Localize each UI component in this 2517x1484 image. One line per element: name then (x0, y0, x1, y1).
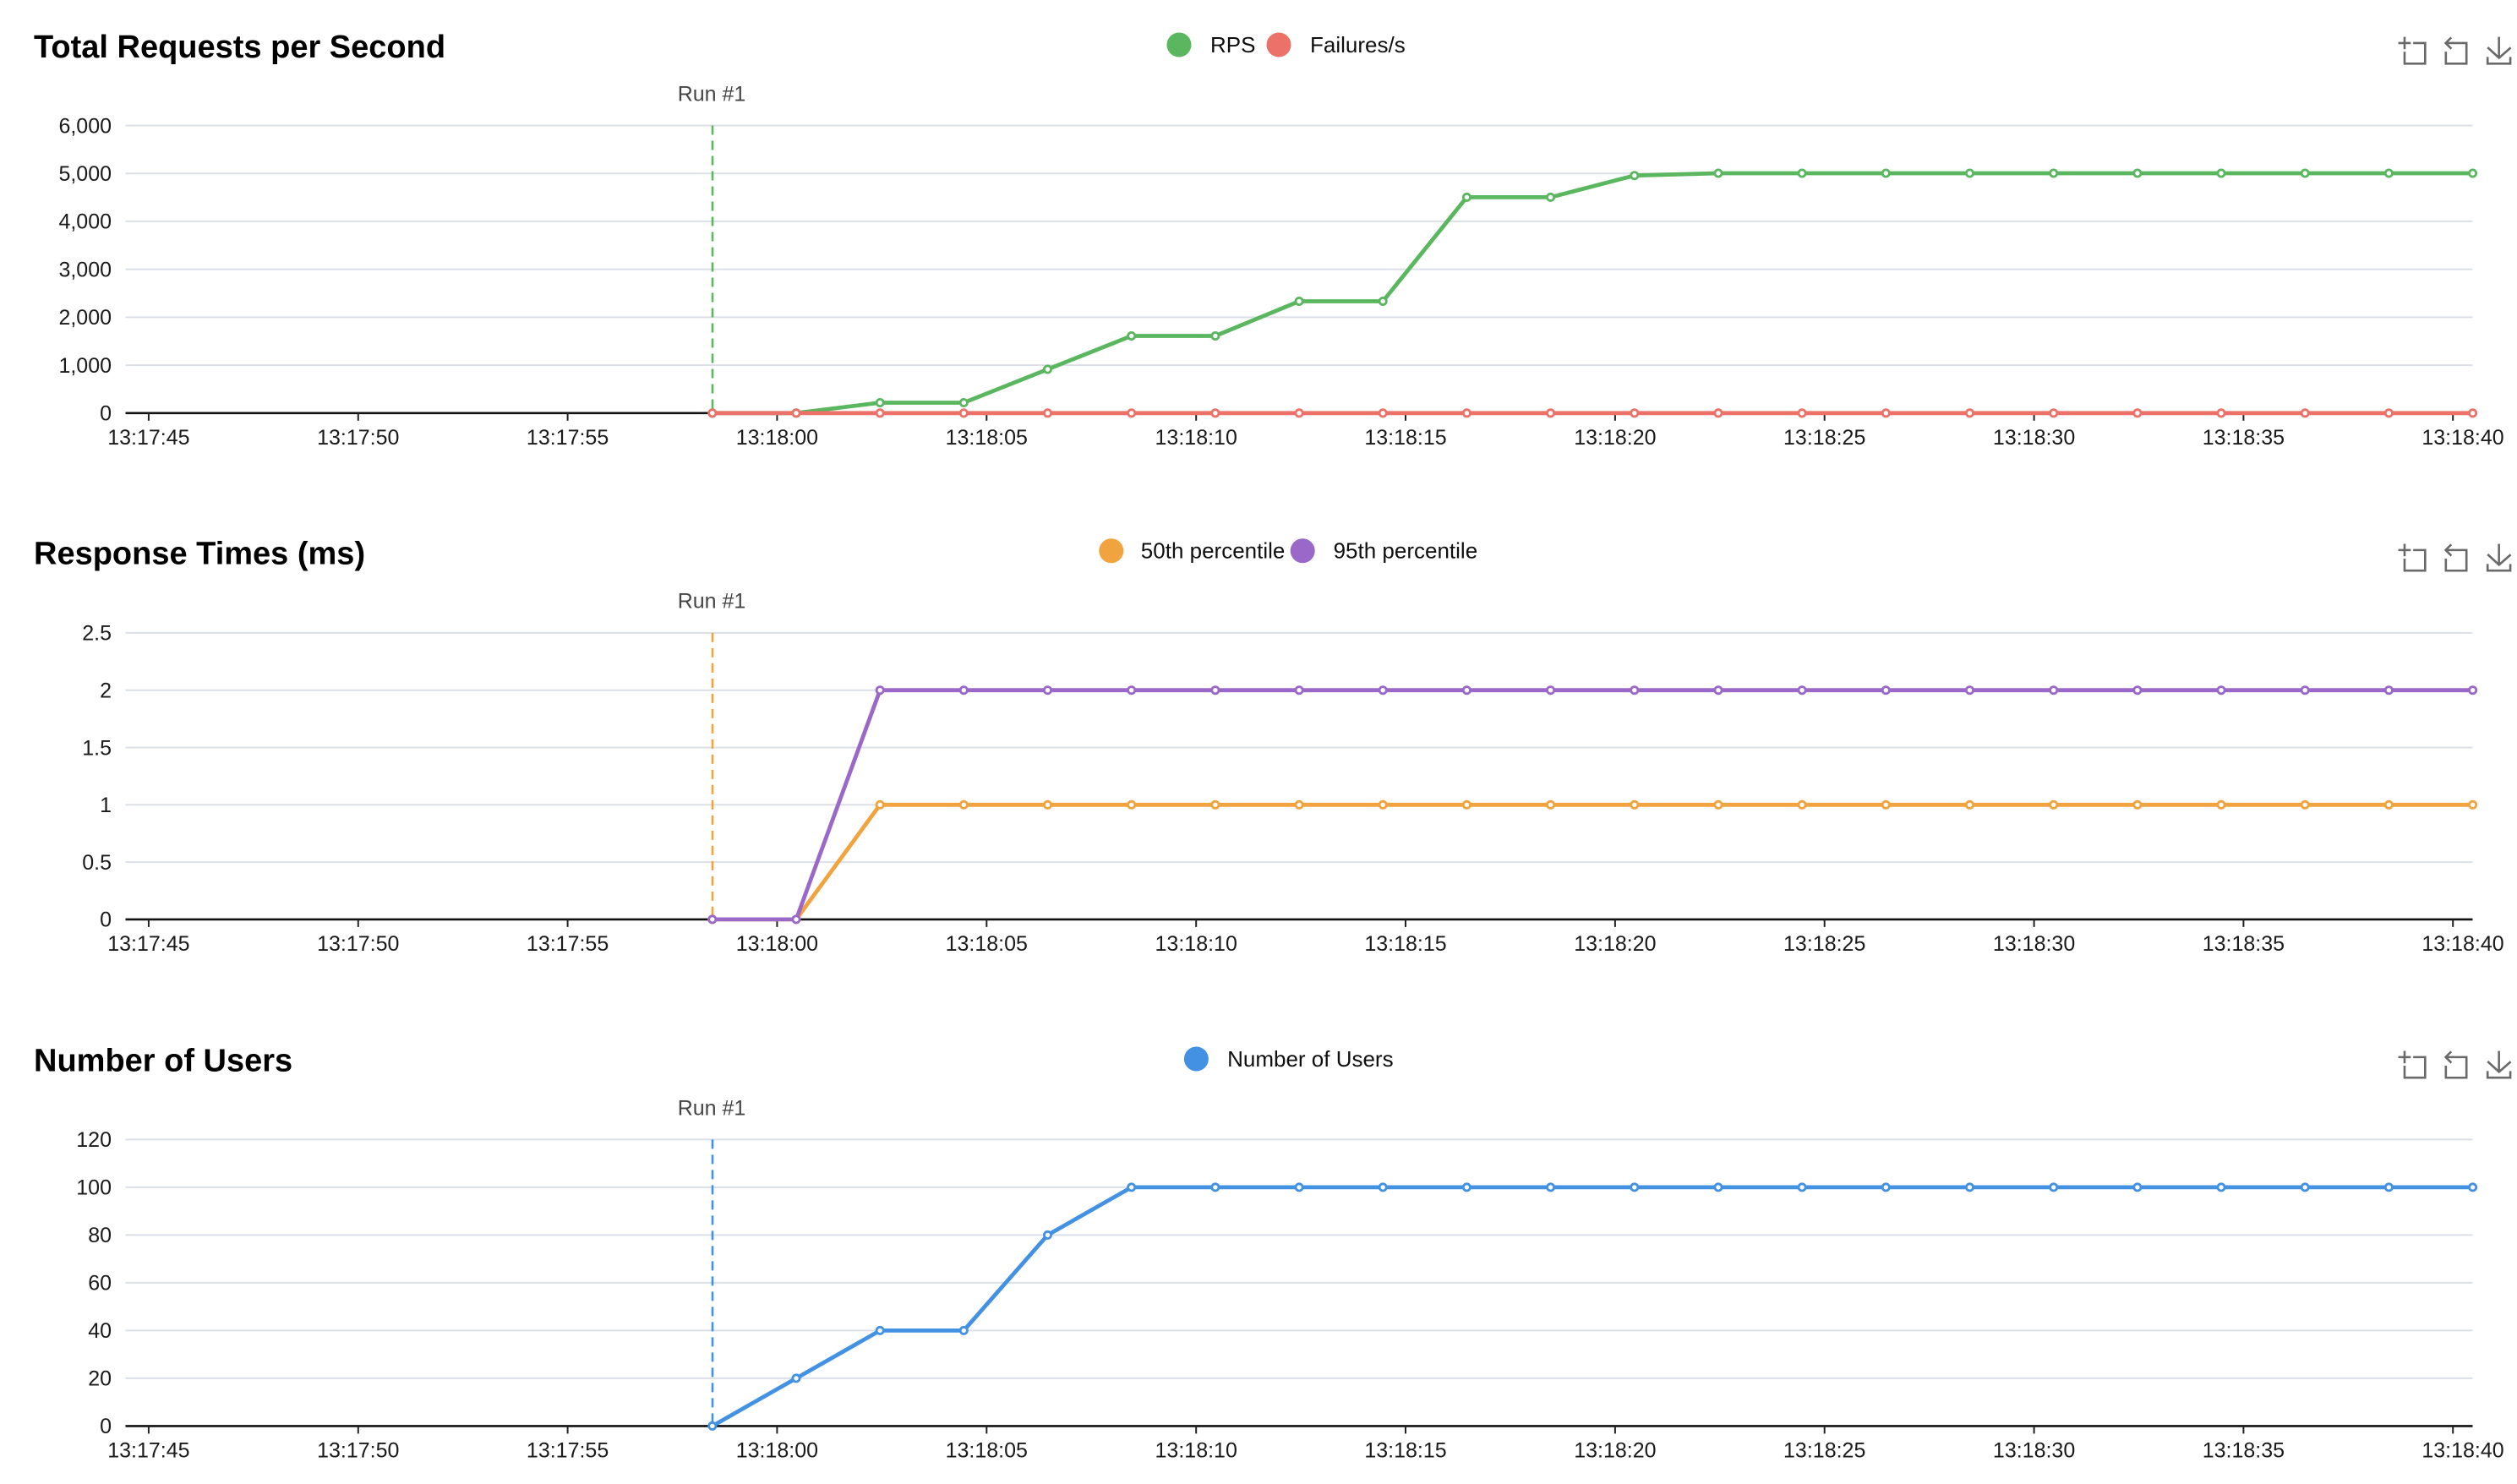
svg-text:Run #1: Run #1 (678, 590, 746, 614)
svg-text:13:18:25: 13:18:25 (1783, 932, 1865, 956)
svg-text:6,000: 6,000 (58, 114, 112, 138)
svg-text:20: 20 (88, 1367, 112, 1391)
svg-text:13:18:05: 13:18:05 (946, 932, 1028, 956)
svg-text:80: 80 (88, 1224, 112, 1247)
svg-text:40: 40 (88, 1319, 112, 1343)
svg-text:1,000: 1,000 (58, 354, 112, 378)
svg-text:1: 1 (100, 794, 112, 817)
svg-text:100: 100 (76, 1176, 112, 1200)
svg-text:0: 0 (100, 402, 112, 426)
svg-text:4,000: 4,000 (58, 210, 112, 234)
svg-text:13:18:15: 13:18:15 (1364, 932, 1446, 956)
svg-text:13:17:50: 13:17:50 (317, 426, 399, 450)
svg-text:50th percentile: 50th percentile (1141, 538, 1286, 564)
svg-text:13:18:10: 13:18:10 (1155, 1439, 1237, 1463)
svg-text:13:18:35: 13:18:35 (2203, 932, 2285, 956)
svg-text:13:17:55: 13:17:55 (527, 932, 609, 956)
svg-text:0: 0 (100, 908, 112, 932)
svg-text:Run #1: Run #1 (678, 1096, 746, 1120)
svg-text:Total Requests per Second: Total Requests per Second (34, 30, 445, 65)
svg-text:13:18:40: 13:18:40 (2421, 932, 2503, 956)
svg-text:13:18:20: 13:18:20 (1574, 1439, 1656, 1463)
svg-text:13:18:25: 13:18:25 (1783, 1439, 1865, 1463)
svg-text:0.5: 0.5 (82, 851, 112, 875)
svg-text:13:18:05: 13:18:05 (946, 1439, 1028, 1463)
svg-text:60: 60 (88, 1272, 112, 1296)
svg-text:Number of Users: Number of Users (34, 1043, 292, 1078)
svg-text:13:18:30: 13:18:30 (1993, 1439, 2075, 1463)
svg-text:13:17:55: 13:17:55 (527, 426, 609, 450)
svg-text:13:18:35: 13:18:35 (2203, 426, 2285, 450)
svg-text:13:17:55: 13:17:55 (527, 1439, 609, 1463)
svg-text:13:18:00: 13:18:00 (736, 932, 818, 956)
svg-text:13:18:10: 13:18:10 (1155, 932, 1237, 956)
svg-text:13:18:30: 13:18:30 (1993, 932, 2075, 956)
svg-text:13:18:35: 13:18:35 (2203, 1439, 2285, 1463)
svg-text:2,000: 2,000 (58, 306, 112, 330)
svg-text:13:18:40: 13:18:40 (2421, 426, 2503, 450)
svg-text:Response Times (ms): Response Times (ms) (34, 537, 365, 572)
svg-text:13:17:45: 13:17:45 (107, 932, 189, 956)
svg-text:2: 2 (100, 679, 112, 703)
svg-text:13:18:00: 13:18:00 (736, 426, 818, 450)
svg-text:Run #1: Run #1 (678, 83, 746, 106)
svg-text:13:18:30: 13:18:30 (1993, 426, 2075, 450)
svg-text:13:17:45: 13:17:45 (107, 1439, 189, 1463)
svg-text:13:18:15: 13:18:15 (1364, 426, 1446, 450)
svg-text:13:18:20: 13:18:20 (1574, 426, 1656, 450)
svg-text:Failures/s: Failures/s (1310, 32, 1406, 57)
svg-text:13:18:25: 13:18:25 (1783, 426, 1865, 450)
svg-text:13:17:50: 13:17:50 (317, 1439, 399, 1463)
svg-text:13:18:05: 13:18:05 (946, 426, 1028, 450)
svg-text:1.5: 1.5 (82, 736, 112, 760)
svg-text:3,000: 3,000 (58, 258, 112, 281)
svg-text:95th percentile: 95th percentile (1334, 538, 1478, 564)
svg-text:2.5: 2.5 (82, 622, 112, 646)
svg-text:13:18:00: 13:18:00 (736, 1439, 818, 1463)
svg-text:13:17:50: 13:17:50 (317, 932, 399, 956)
svg-text:13:18:40: 13:18:40 (2421, 1439, 2503, 1463)
svg-text:13:18:15: 13:18:15 (1364, 1439, 1446, 1463)
svg-text:Number of Users: Number of Users (1227, 1046, 1394, 1072)
svg-text:13:18:20: 13:18:20 (1574, 932, 1656, 956)
svg-text:120: 120 (76, 1128, 112, 1152)
svg-text:13:17:45: 13:17:45 (107, 426, 189, 450)
svg-text:13:18:10: 13:18:10 (1155, 426, 1237, 450)
svg-text:RPS: RPS (1210, 32, 1255, 57)
svg-text:0: 0 (100, 1415, 112, 1438)
svg-text:5,000: 5,000 (58, 162, 112, 186)
